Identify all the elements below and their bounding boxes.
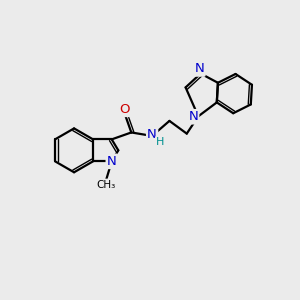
Text: N: N [195,62,204,75]
Text: N: N [107,155,117,168]
Text: CH₃: CH₃ [96,180,116,190]
Text: O: O [119,103,130,116]
Text: N: N [188,110,198,123]
Text: N: N [147,128,157,141]
Text: H: H [156,137,164,147]
